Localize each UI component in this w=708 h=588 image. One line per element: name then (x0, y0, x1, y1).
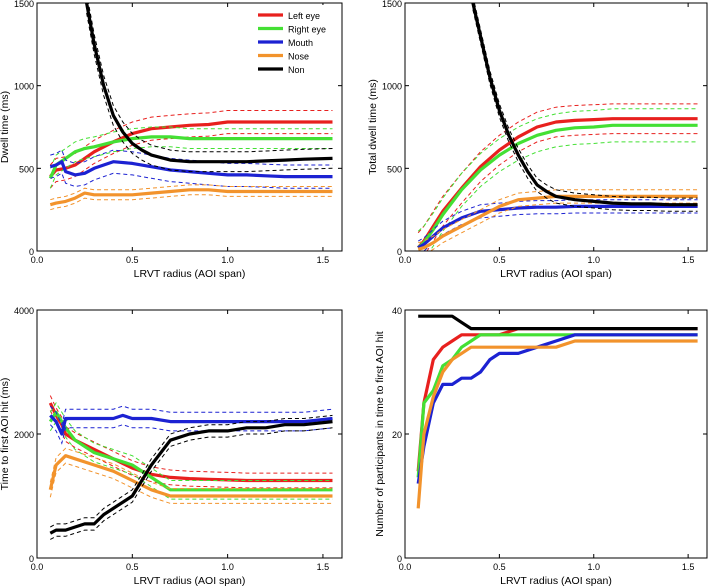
x-tick-label: 0.0 (399, 562, 412, 572)
series-line-left_eye (48, 402, 333, 483)
ci-band-mouth (422, 212, 698, 251)
series-line-right_eye (417, 123, 698, 249)
x-tick-label: 0.0 (31, 562, 44, 572)
plot-area (416, 3, 698, 251)
ci-band-right_eye (417, 108, 698, 232)
ci-band-nose (418, 189, 698, 244)
series-line-mouth (49, 160, 333, 179)
y-axis-label: Total dwell time (ms) (367, 79, 379, 175)
series-line-nose (48, 454, 333, 498)
ci-band-non (50, 414, 333, 528)
ci-band-nose (49, 447, 333, 490)
ci-band-right_eye (49, 402, 333, 481)
x-tick-label: 1.5 (682, 255, 695, 265)
y-axis-label: Time to first AOI hit (ms) (0, 378, 11, 491)
y-axis-label: Number of participants in time to first … (374, 331, 386, 536)
ci-band-nose (50, 184, 333, 201)
x-tick-label: 1.0 (587, 562, 600, 572)
series-line-mouth (416, 333, 698, 484)
x-tick-label: 1.0 (587, 255, 600, 265)
ci-band-non (86, 12, 333, 173)
ci-band-mouth (417, 199, 698, 242)
y-tick-label: 1500 (382, 0, 402, 9)
legend-label-right_eye: Right eye (288, 25, 326, 35)
ci-band-mouth (50, 172, 333, 189)
ci-band-nose (50, 194, 333, 211)
x-tick-label: 1.5 (682, 562, 695, 572)
x-axis-label: LRVT radius (AOI span) (500, 575, 612, 587)
y-tick-label: 1500 (14, 0, 34, 9)
series-line-left_eye (416, 117, 698, 249)
axes-frame (404, 2, 708, 252)
legend-label-non: Non (288, 65, 305, 75)
chart-participants: 0.0 0.5 1.0 1.5 0 20 40 LRVT radius (AOI span) N… (374, 306, 708, 587)
legend-label-nose: Nose (288, 52, 309, 62)
x-tick-label: 1.5 (317, 255, 330, 265)
x-tick-label: 0.0 (399, 255, 412, 265)
ci-band-right_eye (49, 126, 333, 169)
y-tick-label: 500 (19, 164, 34, 174)
y-tick-label: 1000 (14, 82, 34, 92)
series-line-non (471, 3, 698, 207)
y-tick-label: 0 (397, 554, 402, 564)
ci-band-left_eye (49, 133, 333, 189)
plot-area (416, 314, 698, 509)
x-axis-label: LRVT radius (AOI span) (134, 575, 246, 587)
ci-band-left_eye (49, 395, 333, 474)
series-line-non (85, 3, 333, 164)
chart-dwell: 0.0 0.5 1.0 1.5 0 500 1000 1500 LRVT radius (AOI… (0, 0, 343, 280)
ci-band-non (472, 9, 698, 212)
x-tick-label: 0.5 (126, 562, 139, 572)
x-tick-label: 1.0 (221, 255, 234, 265)
x-tick-label: 0.5 (493, 255, 506, 265)
legend-label-mouth: Mouth (288, 38, 313, 48)
y-tick-label: 0 (397, 247, 402, 257)
chart-total: 0.0 0.5 1.0 1.5 0 500 1000 1500 LRVT radius (AOI… (367, 0, 708, 280)
x-tick-label: 1.5 (317, 562, 330, 572)
plot-area (48, 3, 333, 211)
y-tick-label: 1000 (382, 82, 402, 92)
y-tick-label: 2000 (14, 430, 34, 440)
series-line-mouth (49, 413, 333, 436)
series-line-right_eye (48, 135, 333, 179)
ci-band-left_eye (417, 103, 698, 234)
chart-first_hit: 0.0 0.5 1.0 1.5 0 2000 4000 LRVT radius (AOI sp… (0, 306, 343, 587)
ci-band-non (87, 3, 333, 153)
series-line-non (49, 420, 333, 535)
y-tick-label: 4000 (14, 306, 34, 316)
ci-band-left_eye (49, 410, 333, 489)
ci-band-right_eye (429, 141, 698, 251)
y-tick-label: 0 (29, 554, 34, 564)
y-axis-label: Dwell time (ms) (0, 91, 11, 163)
plot-area (48, 395, 333, 540)
y-tick-label: 500 (387, 164, 402, 174)
ci-band-nose (49, 462, 333, 504)
legend: Left eye Right eye Mouth Nose Non (254, 5, 339, 78)
ci-band-mouth (49, 424, 333, 445)
series-line-nose (49, 188, 333, 207)
axes-frame (36, 2, 343, 252)
x-tick-label: 0.5 (493, 562, 506, 572)
y-tick-label: 40 (392, 306, 402, 316)
x-tick-label: 0.0 (31, 255, 44, 265)
ci-band-mouth (49, 405, 333, 427)
series-line-nose (416, 339, 698, 509)
series-line-left_eye (49, 120, 333, 178)
x-tick-label: 1.0 (221, 562, 234, 572)
x-tick-label: 0.5 (126, 255, 139, 265)
x-axis-label: LRVT radius (AOI span) (500, 268, 612, 280)
series-line-mouth (417, 204, 698, 250)
ci-band-left_eye (49, 110, 333, 166)
y-tick-label: 20 (392, 430, 402, 440)
y-tick-label: 0 (29, 247, 34, 257)
ci-band-non (50, 427, 333, 540)
series-line-non (418, 314, 698, 331)
legend-label-left_eye: Left eye (288, 11, 320, 21)
x-axis-label: LRVT radius (AOI span) (134, 268, 246, 280)
series-line-nose (417, 194, 698, 251)
ci-band-non (473, 3, 698, 199)
